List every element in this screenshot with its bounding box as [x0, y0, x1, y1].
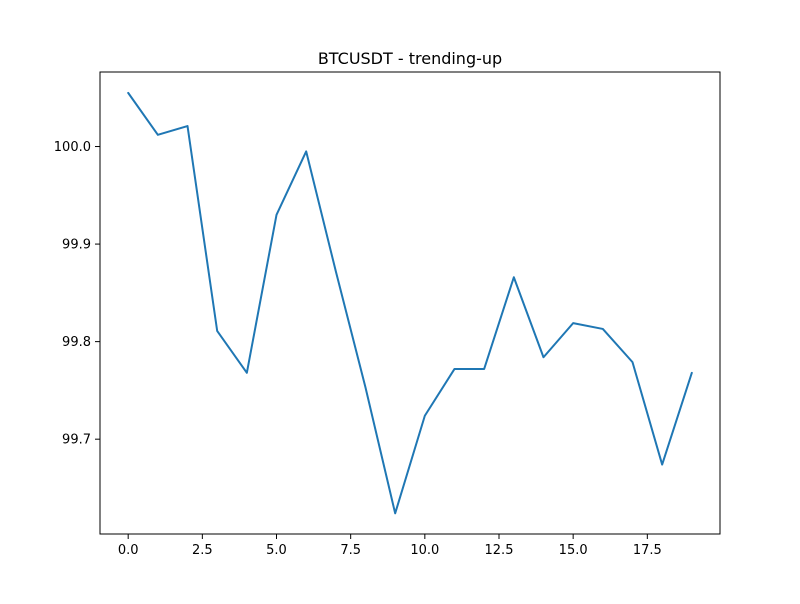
y-axis-ticks: 99.7 99.8 99.9 100.0: [54, 140, 100, 448]
y-tick-label: 99.7: [62, 433, 91, 448]
y-tick-label: 99.9: [62, 238, 91, 253]
y-tick-label: 100.0: [54, 140, 91, 155]
x-tick-label: 0.0: [118, 543, 139, 558]
x-tick-label: 15.0: [559, 543, 588, 558]
series-line: [127, 91, 693, 515]
x-tick-label: 5.0: [266, 543, 287, 558]
x-tick-label: 10.0: [410, 543, 439, 558]
x-tick-label: 17.5: [633, 543, 662, 558]
x-tick-label: 2.5: [192, 543, 213, 558]
plot-area-frame: [99, 71, 721, 535]
x-tick-label: 12.5: [485, 543, 514, 558]
x-tick-label: 7.5: [340, 543, 361, 558]
chart-title: BTCUSDT - trending-up: [318, 49, 502, 68]
y-tick-label: 99.8: [62, 335, 91, 350]
x-axis-ticks: 0.0 2.5 5.0 7.5 10.0 12.5 15.0 17.5: [118, 534, 662, 558]
series-layer: [127, 91, 693, 515]
